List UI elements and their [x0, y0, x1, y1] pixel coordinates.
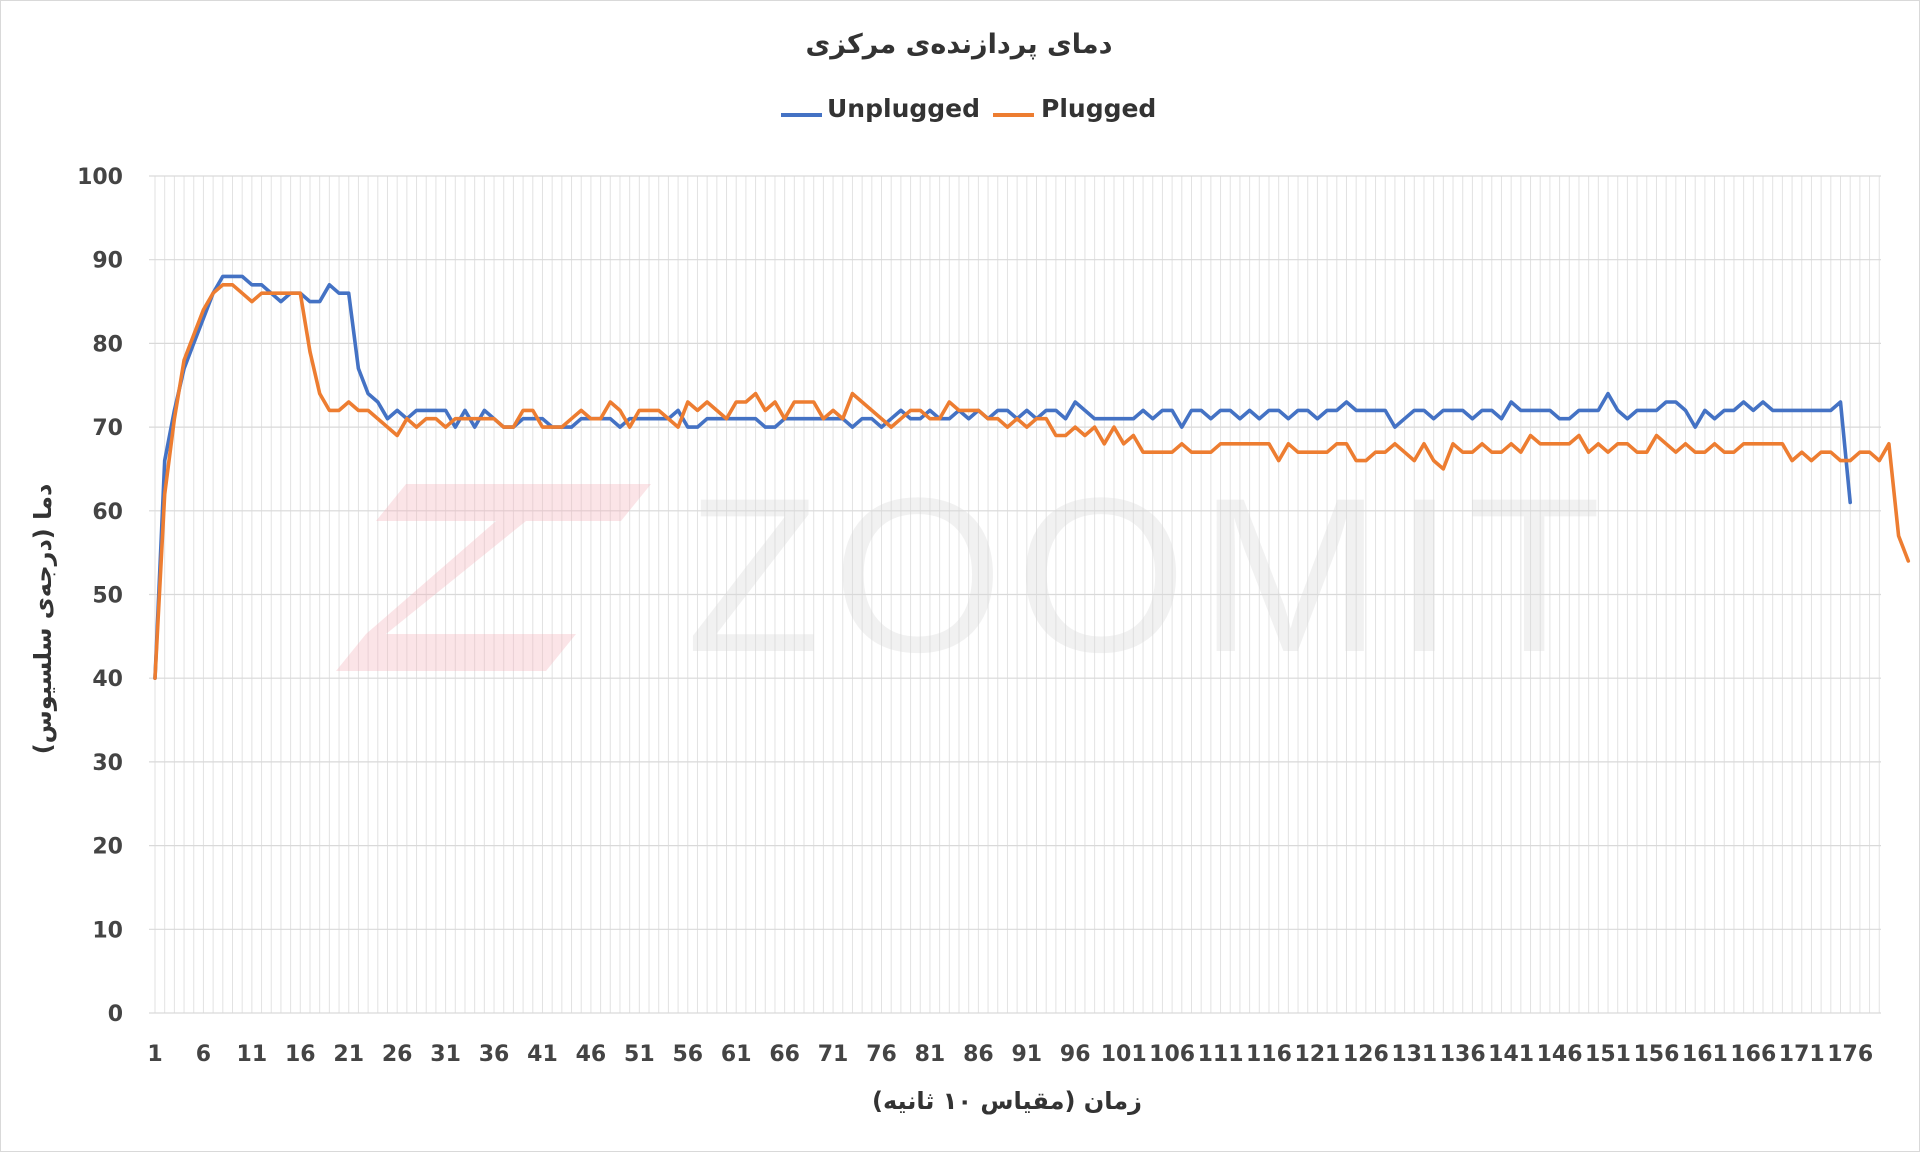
zoomit-watermark: ZOOMIT — [336, 452, 1613, 698]
legend: Unplugged Plugged — [781, 94, 1156, 123]
y-tick-label: 80 — [92, 332, 123, 357]
x-tick-label: 61 — [721, 1042, 752, 1067]
x-tick-label: 131 — [1391, 1042, 1437, 1067]
x-tick-label: 36 — [479, 1042, 510, 1067]
x-tick-label: 26 — [382, 1042, 413, 1067]
legend-item-unplugged[interactable]: Unplugged — [781, 94, 980, 123]
series-line-plugged — [153, 282, 1911, 681]
x-tick-label: 116 — [1246, 1042, 1292, 1067]
x-tick-label: 76 — [866, 1042, 897, 1067]
x-tick-label: 121 — [1294, 1042, 1340, 1067]
x-tick-label: 111 — [1198, 1042, 1244, 1067]
x-tick-label: 21 — [333, 1042, 364, 1067]
x-tick-label: 151 — [1585, 1042, 1631, 1067]
series-lines — [153, 274, 1911, 681]
x-tick-label: 46 — [576, 1042, 607, 1067]
y-tick-label: 100 — [77, 165, 123, 190]
x-tick-label: 11 — [237, 1042, 268, 1067]
x-tick-label: 136 — [1440, 1042, 1486, 1067]
series-line-unplugged — [153, 274, 1852, 681]
y-tick-labels: 0 10 20 30 40 50 60 70 80 90 100 — [77, 165, 123, 1027]
x-tick-label: 51 — [624, 1042, 655, 1067]
legend-label-unplugged: Unplugged — [827, 94, 980, 123]
x-tick-label: 126 — [1343, 1042, 1389, 1067]
x-tick-label: 56 — [672, 1042, 703, 1067]
legend-item-plugged[interactable]: Plugged — [993, 94, 1156, 123]
y-tick-label: 0 — [108, 1002, 123, 1027]
x-tick-label: 176 — [1827, 1042, 1873, 1067]
x-tick-label: 31 — [430, 1042, 461, 1067]
x-tick-label: 86 — [963, 1042, 994, 1067]
horizontal-gridlines — [149, 175, 1881, 1014]
y-axis-title: دما (درجه‌ی سلسیوس) — [29, 484, 57, 755]
y-tick-label: 40 — [92, 667, 123, 692]
x-tick-label: 6 — [196, 1042, 211, 1067]
x-tick-label: 156 — [1633, 1042, 1679, 1067]
y-tick-label: 90 — [92, 249, 123, 274]
x-tick-label: 96 — [1060, 1042, 1091, 1067]
x-tick-label: 101 — [1101, 1042, 1147, 1067]
y-tick-label: 30 — [92, 751, 123, 776]
x-tick-label: 91 — [1011, 1042, 1042, 1067]
y-tick-label: 50 — [92, 584, 123, 609]
x-tick-label: 106 — [1149, 1042, 1195, 1067]
x-tick-label: 66 — [769, 1042, 800, 1067]
y-tick-label: 60 — [92, 500, 123, 525]
y-tick-label: 10 — [92, 918, 123, 943]
y-tick-label: 20 — [92, 835, 123, 860]
chart-title: دمای پردازنده‌ی مرکزی — [805, 29, 1112, 60]
x-tick-label: 166 — [1730, 1042, 1776, 1067]
x-axis-title: زمان (مقیاس ۱۰ ثانیه) — [872, 1087, 1142, 1115]
x-tick-label: 41 — [527, 1042, 558, 1067]
x-tick-labels: 1 6 11 16 21 26 31 36 41 46 51 56 61 66 71 76 81 86 91 96 10… — [147, 1042, 1873, 1067]
x-tick-label: 161 — [1682, 1042, 1728, 1067]
x-tick-label: 16 — [285, 1042, 316, 1067]
x-tick-label: 1 — [147, 1042, 162, 1067]
x-tick-label: 81 — [915, 1042, 946, 1067]
watermark-z-logo — [336, 484, 651, 671]
watermark-text: ZOOMIT — [686, 452, 1613, 698]
legend-label-plugged: Plugged — [1041, 94, 1156, 123]
x-tick-label: 71 — [818, 1042, 849, 1067]
x-tick-label: 171 — [1779, 1042, 1825, 1067]
x-tick-label: 141 — [1488, 1042, 1534, 1067]
y-tick-label: 70 — [92, 416, 123, 441]
x-tick-label: 146 — [1537, 1042, 1583, 1067]
